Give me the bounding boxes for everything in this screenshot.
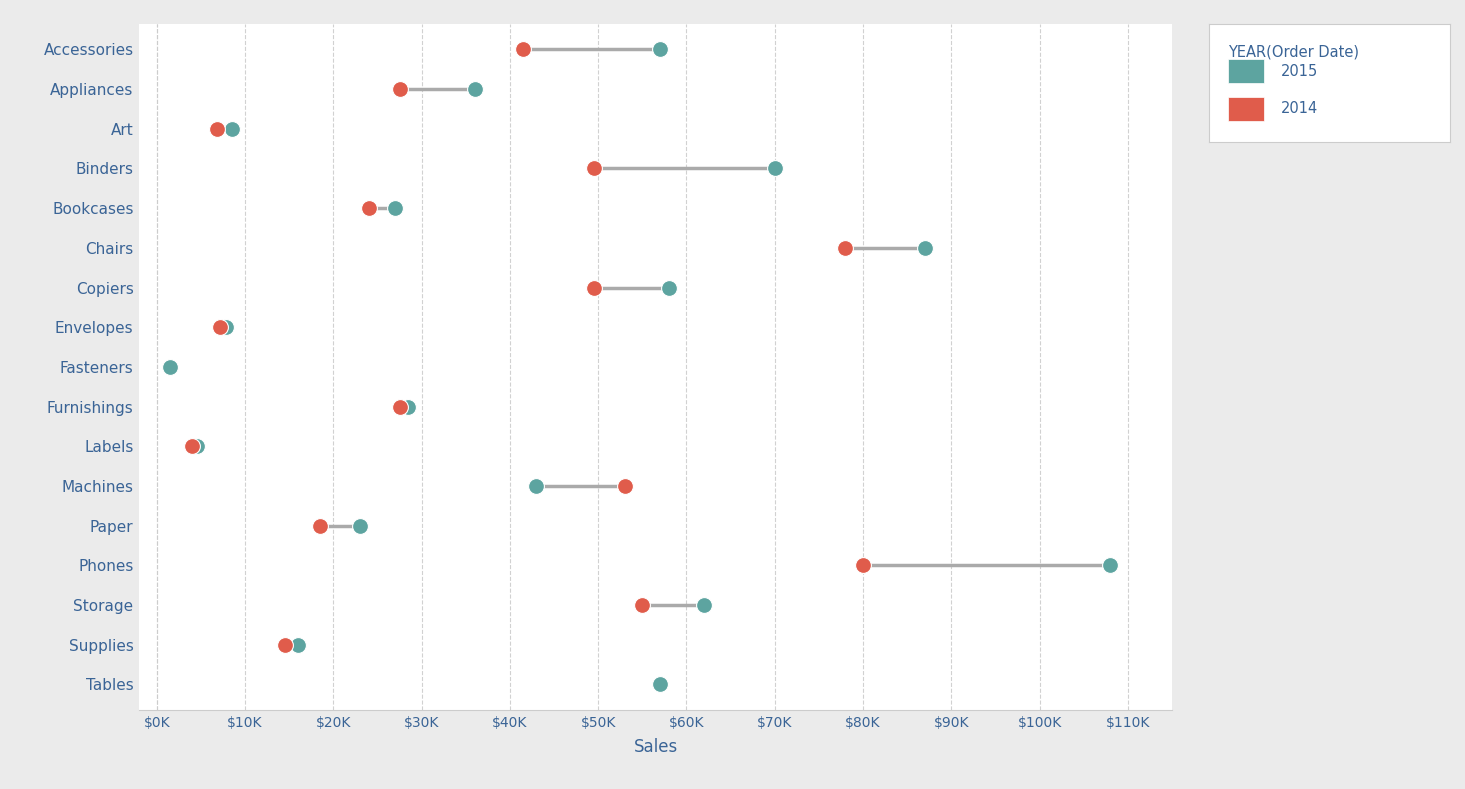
Point (630, 599, 653, 611)
Point (205, 122, 229, 135)
Point (388, 83, 412, 95)
X-axis label: Sales: Sales (633, 738, 678, 756)
Point (913, 241, 936, 254)
Point (582, 163, 605, 175)
Point (158, 361, 182, 373)
Point (208, 321, 231, 334)
Text: 2014: 2014 (1280, 101, 1318, 117)
Point (357, 202, 381, 215)
Point (693, 599, 716, 611)
Point (834, 241, 857, 254)
Point (463, 83, 486, 95)
Point (1099, 559, 1122, 571)
Point (388, 400, 412, 413)
Point (612, 480, 636, 492)
Point (286, 638, 309, 651)
Point (397, 400, 420, 413)
Bar (1228, 59, 1264, 83)
Point (763, 163, 787, 175)
Point (658, 281, 681, 294)
Point (349, 519, 372, 532)
Point (180, 440, 204, 453)
Bar (1228, 97, 1264, 121)
Point (582, 281, 605, 294)
Point (511, 43, 535, 56)
Point (185, 440, 208, 453)
Text: YEAR(Order Date): YEAR(Order Date) (1228, 45, 1360, 60)
Point (272, 638, 296, 651)
Point (524, 480, 548, 492)
Point (851, 559, 875, 571)
Point (649, 43, 672, 56)
Text: 2015: 2015 (1280, 63, 1318, 79)
Point (384, 202, 407, 215)
Point (220, 122, 243, 135)
Point (649, 678, 672, 690)
Point (214, 321, 237, 334)
Point (309, 519, 333, 532)
